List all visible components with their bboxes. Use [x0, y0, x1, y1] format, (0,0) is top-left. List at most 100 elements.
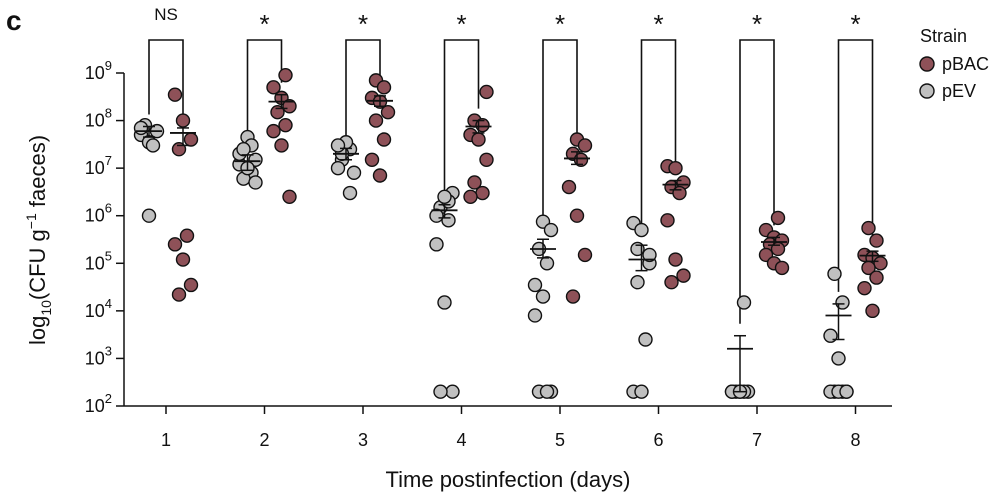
pbac-point [278, 117, 293, 133]
pev-point [429, 237, 444, 252]
significance-bracket [542, 39, 578, 228]
pbac-point [471, 132, 486, 147]
x-ticks: 1 2 3 4 5 6 7 8 [161, 406, 861, 450]
pbac-point [770, 210, 786, 226]
pbac-point [577, 138, 593, 153]
pbac-point [660, 213, 675, 228]
pbac-point [171, 287, 187, 302]
pbac-point [668, 160, 683, 176]
significance-bracket [640, 39, 677, 234]
significance-bracket [443, 39, 480, 193]
pev-point [236, 142, 251, 157]
pbac-point [183, 277, 199, 293]
y-tick-exponent: 2 [105, 391, 112, 406]
y-tick-base: 10 [85, 253, 105, 273]
pev-point [638, 332, 653, 347]
significance-bracket [345, 39, 381, 137]
mean-sem-bars [136, 93, 886, 393]
pev-point [839, 384, 854, 399]
significance-brackets: NS * * * * * * * [148, 5, 874, 324]
y-tick-base: 10 [85, 158, 105, 178]
pev-point [539, 384, 555, 399]
y-tick-exponent: 5 [105, 248, 112, 263]
significance-bracket [837, 39, 874, 292]
x-axis: 1 2 3 4 5 6 7 8 [124, 405, 892, 450]
pbac-point [873, 256, 888, 271]
pbac-point [865, 303, 880, 319]
y-tick-label: 107 [85, 153, 112, 178]
legend: Strain pBAC pEV [919, 26, 989, 101]
pbac-point [869, 233, 884, 248]
pev-point [634, 222, 649, 238]
x-tick-label: 3 [358, 430, 368, 450]
pbac-point [274, 138, 289, 153]
pev-point [433, 384, 448, 399]
pev-point [330, 160, 346, 176]
significance-label: NS [154, 5, 178, 24]
pbac-point [565, 289, 581, 304]
pev-point [330, 138, 346, 153]
pbac-point [183, 132, 199, 147]
y-axis-title-sup: −1 [23, 213, 39, 229]
pbac-point [175, 113, 191, 128]
pbac-point [475, 185, 490, 201]
y-tick-exponent: 3 [105, 343, 112, 358]
pbac-point [364, 152, 380, 167]
legend-label-pbac: pBAC [942, 54, 989, 74]
pev-point [141, 208, 157, 223]
pbac-point [869, 270, 884, 285]
y-tick-base: 10 [85, 348, 105, 368]
pev-point [831, 351, 846, 366]
pbac-point [676, 268, 691, 283]
x-tick-label: 5 [555, 430, 565, 450]
pev-point [527, 277, 543, 293]
pbac-point [561, 179, 577, 195]
pev-point [535, 289, 551, 304]
pbac-point [861, 220, 876, 236]
y-tick-base: 10 [85, 206, 105, 226]
y-tick-label: 102 [85, 391, 112, 416]
x-tick-label: 2 [259, 430, 269, 450]
y-tick-exponent: 6 [105, 201, 112, 216]
pev-point [248, 175, 263, 190]
y-tick-exponent: 9 [105, 58, 112, 73]
pev-point [145, 138, 161, 153]
pev-point [539, 256, 555, 271]
pev-point [543, 222, 559, 238]
pbac-point [569, 208, 585, 223]
pbac-point [179, 228, 195, 243]
pbac-point [380, 104, 396, 120]
pev-point [445, 384, 460, 399]
pbac-point [376, 80, 392, 95]
pev-point [429, 208, 444, 223]
pbac-point [467, 175, 482, 190]
pbac-point [577, 247, 593, 263]
pbac-point [167, 237, 183, 252]
significance-bracket [148, 39, 184, 116]
significance-label: * [555, 9, 565, 39]
pbac-point [774, 260, 790, 276]
y-tick-label: 106 [85, 201, 112, 226]
significance-label: * [850, 9, 860, 39]
y-tick-base: 10 [85, 301, 105, 321]
significance-bracket [739, 39, 775, 324]
pbac-point [668, 252, 683, 267]
pbac-point [479, 84, 494, 100]
pev-point [437, 295, 452, 310]
pbac-point [266, 123, 281, 139]
x-tick-label: 6 [653, 430, 663, 450]
pbac-point [266, 80, 281, 95]
y-axis-title-suffix: faeces) [25, 135, 50, 213]
y-tick-label: 109 [85, 58, 112, 83]
y-tick-label: 103 [85, 343, 112, 368]
legend-marker-pbac [919, 56, 935, 72]
x-axis-title: Time postinfection (days) [386, 467, 631, 492]
y-tick-base: 10 [85, 396, 105, 416]
x-tick-label: 1 [161, 430, 171, 450]
pev-point [823, 328, 838, 343]
pev-point [634, 384, 649, 399]
pbac-point [282, 99, 297, 114]
